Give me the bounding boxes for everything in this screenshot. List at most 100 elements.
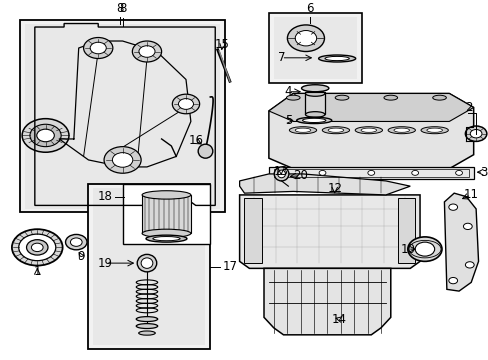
Ellipse shape xyxy=(305,112,325,117)
Circle shape xyxy=(104,147,141,173)
Text: 10: 10 xyxy=(400,243,414,256)
Ellipse shape xyxy=(301,85,328,92)
Text: 7: 7 xyxy=(277,51,285,64)
Circle shape xyxy=(26,240,48,255)
Bar xyxy=(268,13,361,83)
Ellipse shape xyxy=(286,95,300,100)
Circle shape xyxy=(12,229,62,266)
Text: 13: 13 xyxy=(273,165,288,178)
Text: 9: 9 xyxy=(77,249,85,263)
Circle shape xyxy=(465,262,473,268)
Circle shape xyxy=(22,119,69,152)
Polygon shape xyxy=(268,94,473,169)
Circle shape xyxy=(465,126,486,141)
Ellipse shape xyxy=(334,95,348,100)
Ellipse shape xyxy=(142,229,190,238)
Circle shape xyxy=(275,170,282,175)
Text: 11: 11 xyxy=(463,188,478,201)
Circle shape xyxy=(65,234,87,250)
Circle shape xyxy=(172,94,199,114)
Polygon shape xyxy=(444,193,478,291)
Bar xyxy=(93,188,205,345)
Text: 20: 20 xyxy=(292,169,307,182)
Text: 8: 8 xyxy=(119,2,126,15)
Circle shape xyxy=(367,170,374,175)
Ellipse shape xyxy=(354,127,382,134)
Circle shape xyxy=(70,238,82,246)
Ellipse shape xyxy=(305,91,325,96)
Ellipse shape xyxy=(274,167,288,181)
Ellipse shape xyxy=(141,258,153,268)
Polygon shape xyxy=(239,174,409,195)
Ellipse shape xyxy=(277,170,285,178)
Polygon shape xyxy=(264,268,390,335)
Text: 16: 16 xyxy=(188,134,203,147)
Circle shape xyxy=(469,130,481,138)
Ellipse shape xyxy=(136,317,158,321)
Text: 4: 4 xyxy=(284,85,291,98)
Circle shape xyxy=(319,170,325,175)
Bar xyxy=(25,23,220,209)
Text: 5: 5 xyxy=(284,114,291,127)
Text: 6: 6 xyxy=(306,2,313,15)
Bar xyxy=(273,17,356,80)
Ellipse shape xyxy=(426,128,442,132)
Ellipse shape xyxy=(420,127,447,134)
Ellipse shape xyxy=(142,191,190,199)
Circle shape xyxy=(139,46,155,57)
Text: 15: 15 xyxy=(215,38,229,51)
Ellipse shape xyxy=(327,128,343,132)
Text: 12: 12 xyxy=(326,182,342,195)
Bar xyxy=(244,198,261,263)
Text: 1: 1 xyxy=(34,265,41,278)
Circle shape xyxy=(90,42,106,54)
Ellipse shape xyxy=(393,128,409,132)
Ellipse shape xyxy=(136,324,158,329)
Text: 14: 14 xyxy=(331,312,346,325)
Polygon shape xyxy=(239,195,419,268)
Ellipse shape xyxy=(296,117,331,123)
Bar xyxy=(273,170,468,177)
Ellipse shape xyxy=(387,127,415,134)
Ellipse shape xyxy=(137,255,157,272)
Ellipse shape xyxy=(360,128,376,132)
Ellipse shape xyxy=(318,55,355,62)
Ellipse shape xyxy=(383,95,397,100)
Circle shape xyxy=(455,170,462,175)
Circle shape xyxy=(31,243,43,252)
Circle shape xyxy=(463,223,471,230)
Circle shape xyxy=(19,234,56,261)
Ellipse shape xyxy=(302,118,325,122)
Circle shape xyxy=(414,242,434,256)
Ellipse shape xyxy=(432,95,446,100)
Bar xyxy=(305,94,325,114)
Ellipse shape xyxy=(139,331,155,335)
Ellipse shape xyxy=(289,127,316,134)
Circle shape xyxy=(295,31,316,46)
Bar xyxy=(88,184,210,349)
Circle shape xyxy=(411,170,418,175)
Text: 2: 2 xyxy=(464,101,471,114)
Text: 8: 8 xyxy=(116,2,123,15)
Ellipse shape xyxy=(146,235,186,242)
Text: 3: 3 xyxy=(479,166,486,179)
Circle shape xyxy=(448,278,457,284)
Ellipse shape xyxy=(153,237,180,241)
Text: 18: 18 xyxy=(98,190,113,203)
Bar xyxy=(122,184,210,244)
Text: 17: 17 xyxy=(222,260,237,273)
Circle shape xyxy=(178,99,193,109)
Ellipse shape xyxy=(322,127,349,134)
Bar xyxy=(142,195,190,233)
Circle shape xyxy=(448,204,457,210)
Circle shape xyxy=(30,124,61,147)
Ellipse shape xyxy=(325,57,348,60)
Bar xyxy=(20,20,224,212)
Circle shape xyxy=(83,37,113,59)
Polygon shape xyxy=(268,94,473,121)
Text: 19: 19 xyxy=(98,257,113,270)
Circle shape xyxy=(37,129,54,142)
Ellipse shape xyxy=(198,144,212,158)
Ellipse shape xyxy=(295,128,310,132)
Circle shape xyxy=(287,25,324,51)
